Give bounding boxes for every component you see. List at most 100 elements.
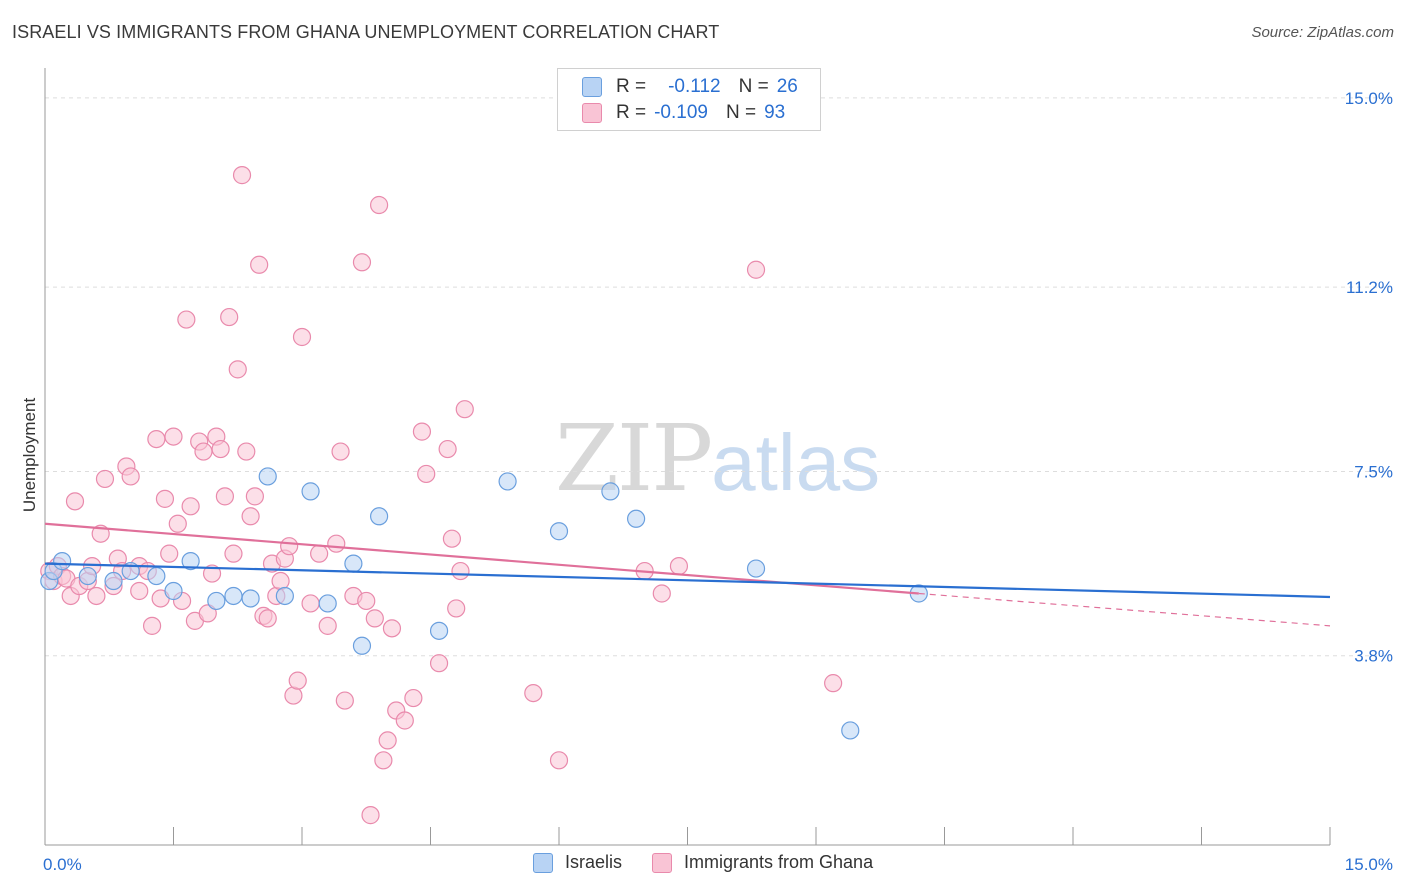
legend-n-value: 26: [776, 76, 798, 97]
ghana-point: [121, 467, 140, 486]
legend-r-label: R =: [616, 76, 647, 97]
israeli-point: [78, 566, 97, 586]
israeli-point: [498, 472, 517, 491]
israeli-point: [104, 571, 123, 591]
ghana-point: [288, 671, 307, 690]
ghana-point: [160, 544, 179, 563]
legend-swatch-israelis: [582, 77, 602, 97]
ghana-point: [374, 751, 393, 770]
legend-r-value: -0.112: [668, 76, 721, 97]
legend-swatch-israelis: [533, 852, 553, 873]
ghana-point: [155, 489, 175, 508]
ghana-point: [177, 310, 196, 329]
ghana-point: [327, 534, 346, 553]
ghana-point: [87, 586, 106, 606]
x-tick-label-min: 0.0%: [43, 855, 82, 874]
watermark-zip: ZIP: [555, 405, 713, 512]
israeli-point: [746, 559, 766, 578]
legend-item-ghana[interactable]: Immigrants from Ghana: [652, 852, 873, 873]
ghana-point: [417, 464, 436, 484]
ghana-point: [301, 594, 320, 613]
ghana-point: [258, 609, 277, 628]
legend-row-ghana: R = -0.109 N = 93: [582, 101, 785, 125]
ghana-point: [357, 591, 376, 611]
israeli-point: [370, 507, 389, 526]
y-tick-label: 3.8%: [1354, 647, 1393, 666]
ghana-point: [95, 469, 115, 489]
source-label: Source: ZipAtlas.com: [1251, 24, 1394, 41]
israeli-point: [164, 581, 183, 601]
x-tick-label-max: 15.0%: [1345, 855, 1393, 874]
ghana-point: [168, 514, 187, 533]
ghana-point: [284, 686, 303, 705]
ghana-point: [447, 599, 466, 618]
ghana-point: [220, 307, 239, 327]
israeli-trend-line: [44, 562, 1331, 599]
series-legend: Israelis Immigrants from Ghana: [533, 852, 903, 873]
ghana-point: [382, 619, 402, 638]
israeli-point: [224, 586, 243, 606]
ghana-trend-extension: [918, 592, 1331, 627]
ghana-point: [524, 683, 543, 703]
legend-r-value: -0.109: [654, 102, 708, 123]
israeli-point: [301, 482, 320, 501]
ghana-point: [669, 556, 689, 576]
ghana-point: [198, 604, 217, 623]
ghana-point: [652, 584, 671, 603]
ghana-point: [365, 609, 384, 628]
israeli-point: [549, 522, 569, 541]
legend-item-israelis[interactable]: Israelis: [533, 852, 622, 873]
ghana-point: [147, 429, 166, 449]
israeli-point: [181, 552, 200, 571]
zipatlas-watermark: ZIPatlas: [555, 405, 880, 512]
ghana-point: [194, 442, 213, 461]
ghana-point: [211, 439, 230, 459]
israeli-point: [344, 554, 363, 573]
ghana-point: [215, 487, 234, 506]
legend-label-israelis: Israelis: [565, 852, 623, 872]
israeli-point: [626, 509, 646, 528]
ghana-point: [318, 616, 337, 635]
ghana-point: [164, 427, 183, 446]
israeli-point: [241, 589, 260, 608]
ghana-point: [549, 751, 569, 770]
israeli-point: [147, 566, 166, 586]
ghana-point: [65, 492, 85, 511]
ghana-point: [370, 195, 389, 215]
chart-title: ISRAELI VS IMMIGRANTS FROM GHANA UNEMPLO…: [12, 22, 720, 42]
ghana-point: [237, 442, 256, 461]
ghana-point: [451, 561, 470, 581]
ghana-point: [142, 616, 162, 635]
israeli-point: [258, 467, 277, 486]
ghana-point: [280, 537, 299, 556]
ghana-point: [245, 487, 264, 506]
ghana-point: [292, 327, 312, 347]
ghana-point: [181, 497, 200, 516]
ghana-point: [232, 166, 252, 185]
ghana-point: [250, 255, 269, 274]
ghana-point: [824, 674, 843, 693]
ghana-point: [442, 529, 462, 548]
legend-n-value: 93: [764, 102, 786, 123]
ghana-point: [228, 360, 247, 379]
y-tick-label: 7.5%: [1354, 462, 1393, 481]
ghana-point: [331, 442, 350, 461]
ghana-point: [361, 806, 380, 825]
ghana-point: [378, 731, 397, 750]
watermark-atlas: atlas: [711, 418, 881, 507]
ghana-point: [455, 400, 474, 419]
ghana-point: [130, 581, 149, 601]
correlation-legend: R = -0.112 N = 26 R = -0.109 N = 93: [557, 68, 821, 131]
ghana-point: [746, 260, 766, 279]
ghana-point: [271, 571, 290, 591]
ghana-point: [395, 711, 414, 730]
ghana-point: [438, 439, 457, 459]
legend-n-label: N =: [738, 76, 769, 97]
israeli-point: [352, 636, 372, 655]
israeli-point: [275, 586, 294, 606]
legend-row-israelis: R = -0.112 N = 26: [582, 75, 798, 99]
israeli-point: [841, 721, 860, 740]
ghana-point: [352, 253, 372, 272]
legend-swatch-ghana: [582, 103, 602, 123]
